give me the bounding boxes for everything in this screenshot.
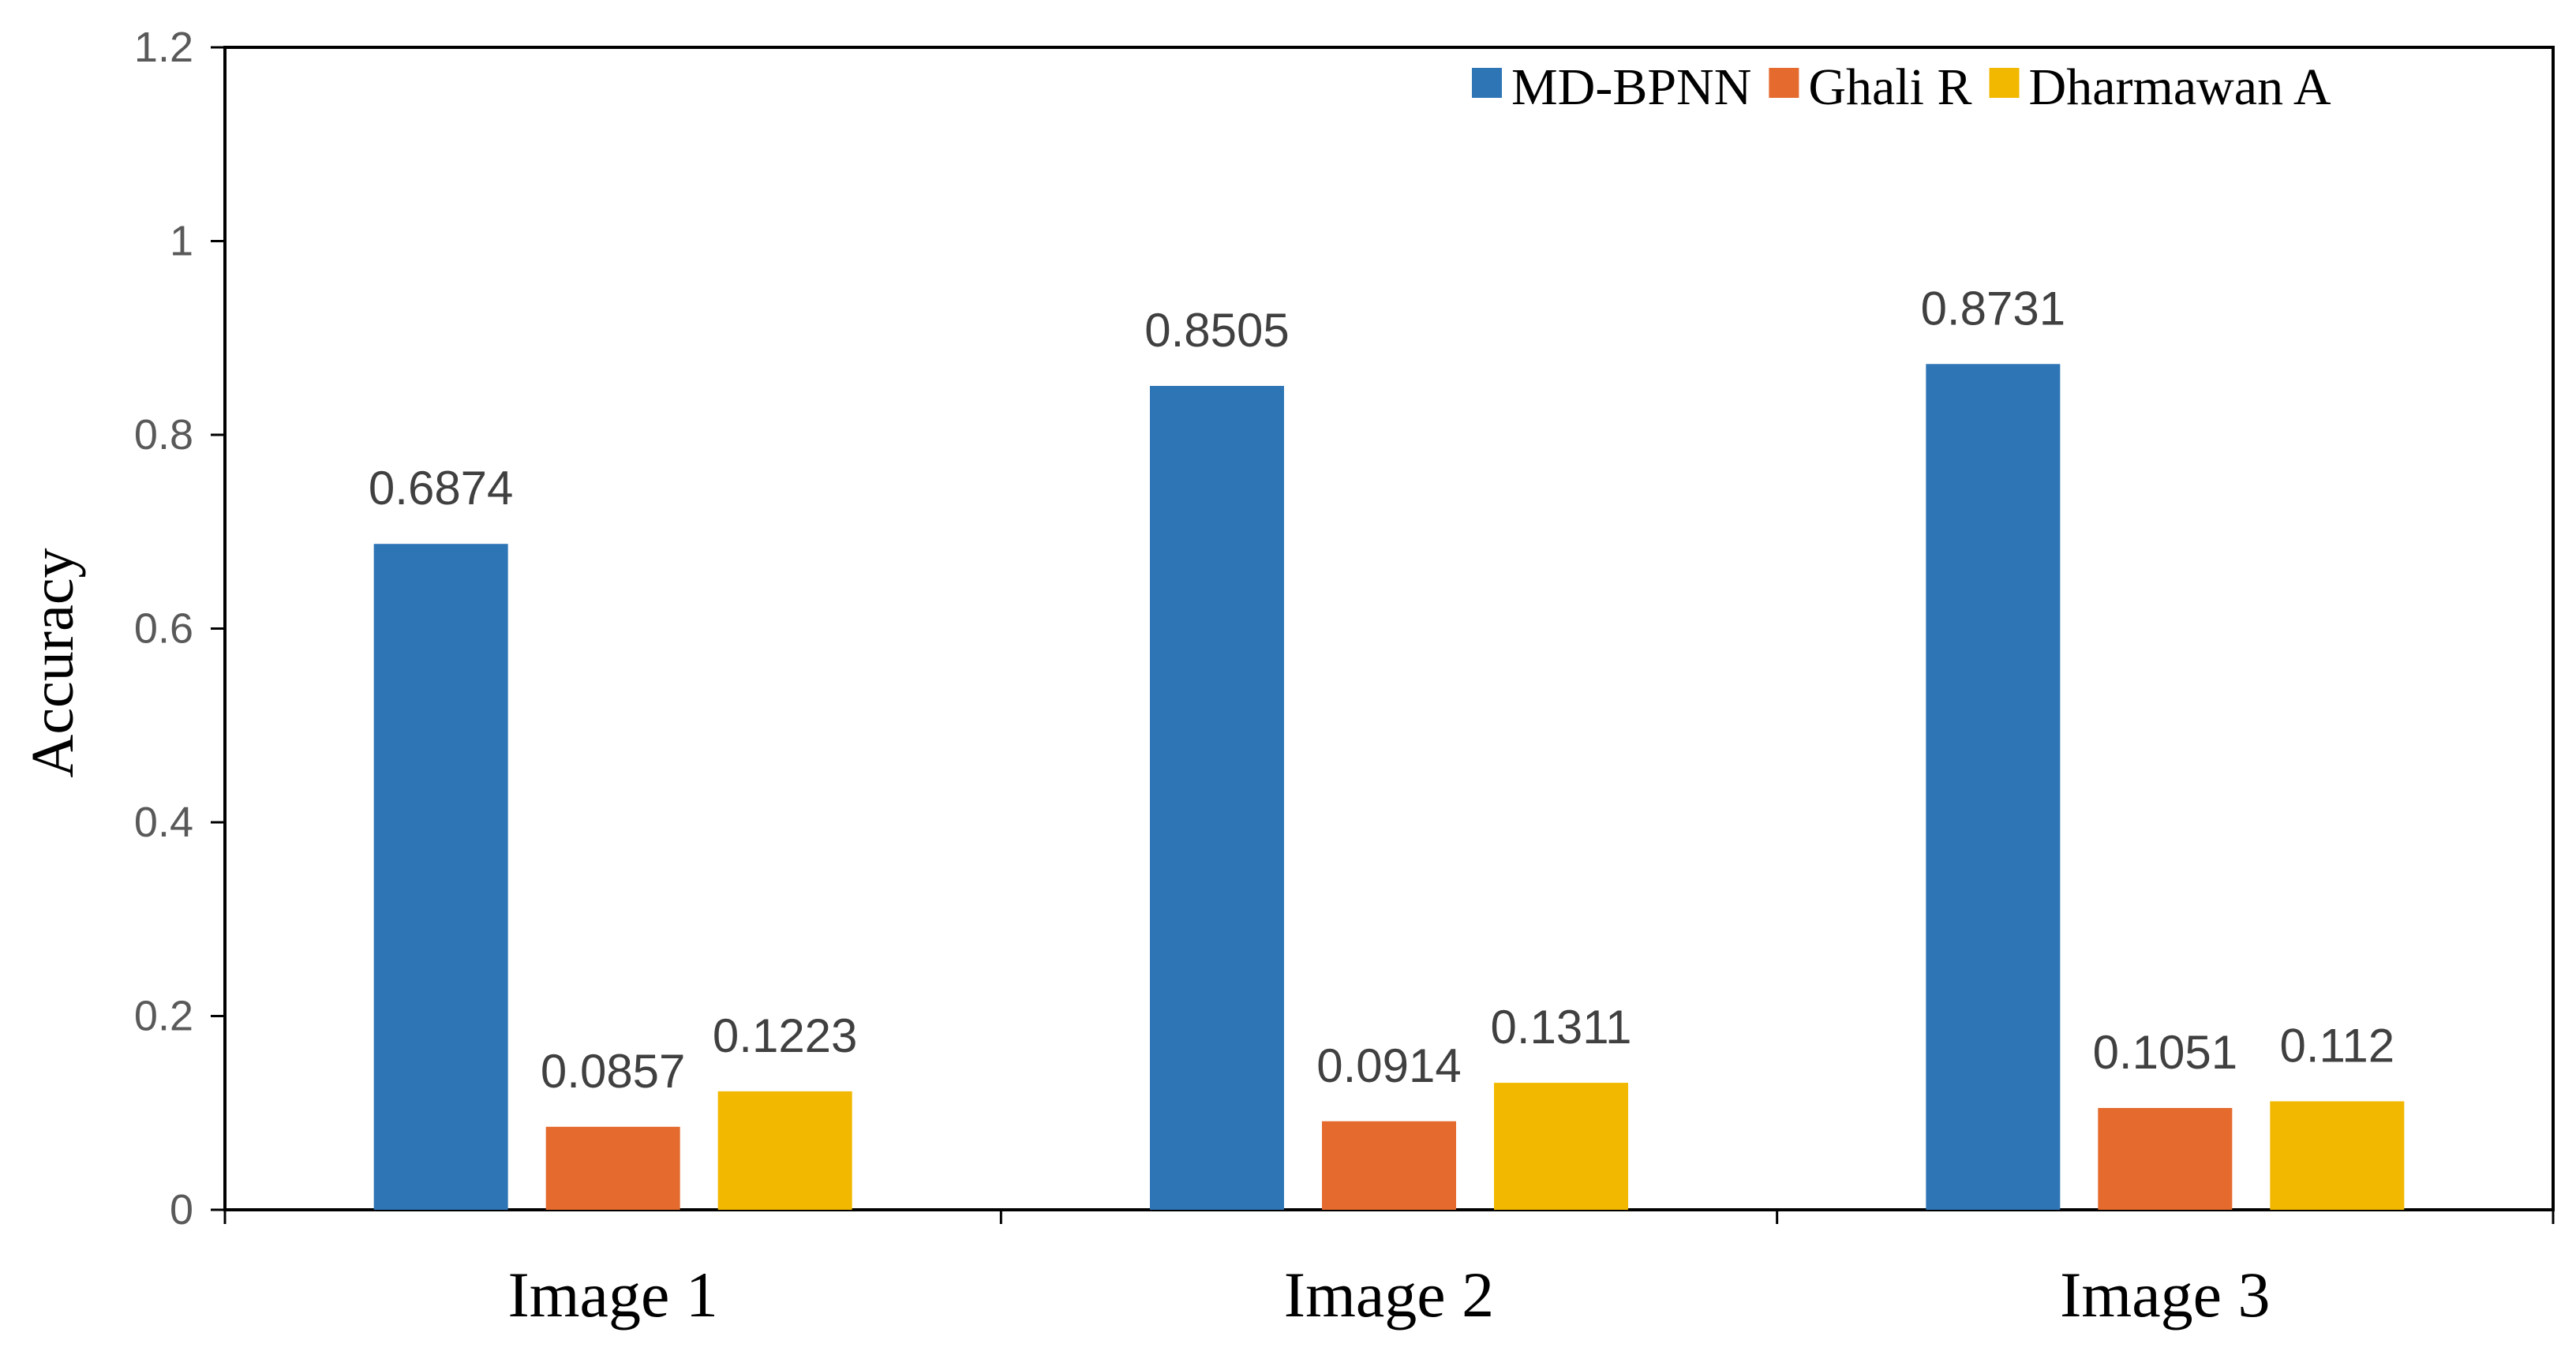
data-label: 0.1223	[713, 1009, 858, 1062]
y-axis: 0 0.2 0.4 0.6 0.8 1 1.2	[134, 24, 225, 1233]
legend-label: MD-BPNN	[1511, 58, 1751, 116]
data-label: 0.112	[2279, 1020, 2394, 1072]
y-axis-title: Accuracy	[20, 548, 86, 777]
data-label: 0.0857	[541, 1045, 686, 1098]
legend-swatch	[1769, 68, 1799, 98]
bar	[1322, 1121, 1456, 1210]
data-label: 0.8505	[1144, 304, 1290, 357]
y-tick-label: 0.4	[134, 799, 193, 846]
y-tick-label: 0.2	[134, 993, 193, 1040]
bar	[717, 1091, 852, 1210]
bar	[2098, 1107, 2233, 1210]
value-labels: 0.6874 0.8505 0.8731 0.0857 0.0914 0.1051 0.12…	[369, 282, 2394, 1098]
bar	[1926, 364, 2061, 1210]
y-tick-label: 0.6	[134, 605, 193, 653]
data-label: 0.8731	[1921, 282, 2066, 335]
data-label: 0.6874	[369, 462, 514, 515]
y-tick-label: 0.8	[134, 411, 193, 459]
y-tick-label: 1.2	[134, 24, 193, 71]
legend-label: Ghali R	[1808, 58, 1971, 116]
bar	[2270, 1101, 2405, 1210]
y-tick-label: 1	[170, 218, 193, 265]
data-label: 0.1311	[1490, 1001, 1631, 1054]
x-tick-label: Image 2	[1284, 1259, 1494, 1331]
legend-swatch	[1989, 68, 2020, 98]
legend: MD-BPNN Ghali R Dharmawan A	[1472, 58, 2331, 116]
bar	[1494, 1083, 1628, 1210]
y-tick-label: 0	[170, 1186, 193, 1233]
bar	[1150, 386, 1284, 1211]
x-axis: Image 1 Image 2 Image 3	[223, 1208, 2555, 1331]
legend-label: Dharmawan A	[2029, 58, 2331, 116]
bar	[373, 544, 508, 1210]
x-tick-label: Image 3	[2060, 1259, 2270, 1331]
data-label: 0.1051	[2093, 1026, 2238, 1079]
bars	[373, 364, 2405, 1211]
x-tick-label: Image 1	[507, 1259, 717, 1331]
bar	[545, 1126, 680, 1210]
legend-swatch	[1472, 68, 1502, 98]
data-label: 0.0914	[1316, 1039, 1462, 1092]
